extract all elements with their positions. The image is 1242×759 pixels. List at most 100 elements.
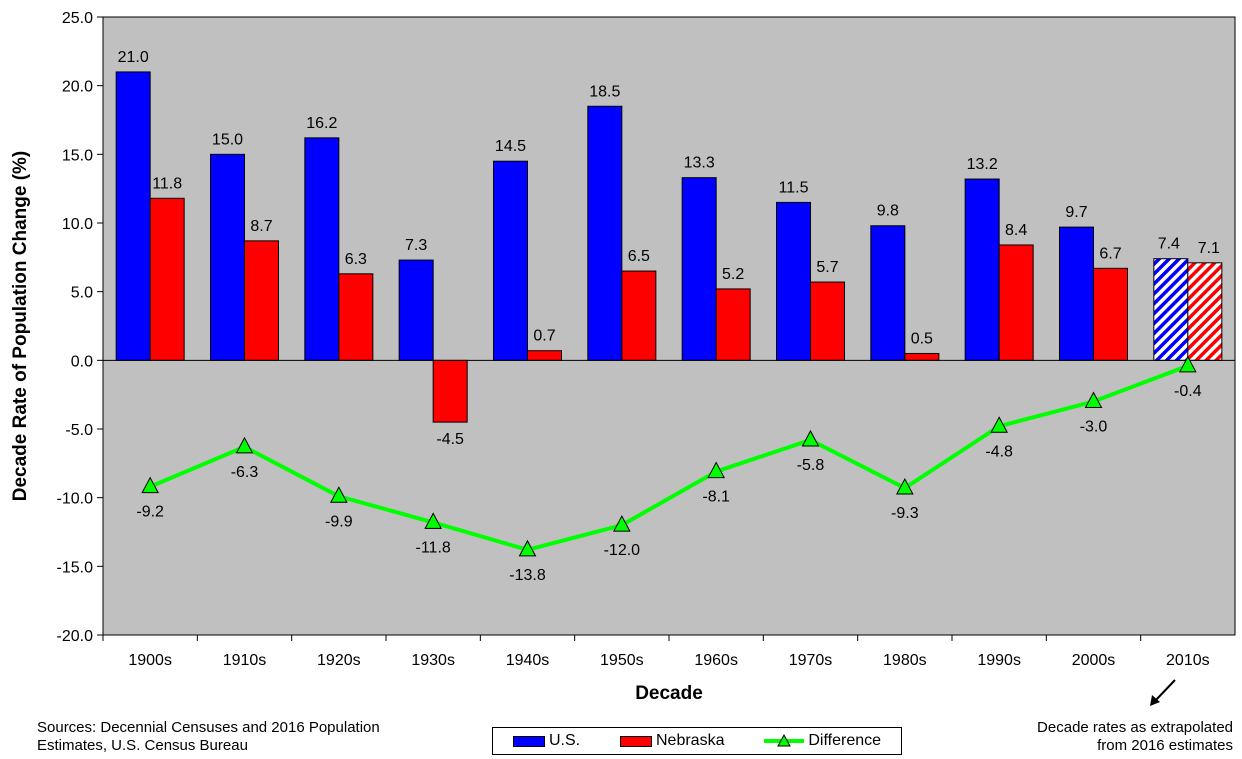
plot-area [102, 16, 1236, 636]
data-label-difference: -0.4 [1174, 383, 1202, 400]
difference-marker [141, 476, 160, 494]
y-tick-label: -10.0 [57, 491, 94, 508]
legend-label-difference: Difference [808, 732, 882, 749]
legend-swatch-nebraska [619, 735, 652, 747]
bar-us [587, 105, 623, 361]
data-label-us: 7.3 [405, 237, 427, 254]
data-label-us: 21.0 [118, 49, 149, 66]
data-label-difference: -8.1 [702, 489, 730, 506]
data-label-nebraska: 0.5 [911, 330, 933, 347]
legend-item-nebraska: Nebraska [619, 732, 724, 750]
bar-us [493, 160, 528, 361]
bar-us [1059, 226, 1094, 361]
data-label-nebraska: 8.4 [1005, 222, 1027, 239]
difference-marker [895, 477, 914, 495]
bar-nebraska [621, 270, 657, 361]
x-tick-label: 1950s [600, 652, 644, 669]
legend-item-us: U.S. [512, 732, 580, 750]
extrapolation-note-line: from 2016 estimates [1097, 737, 1233, 754]
x-tick-label: 1990s [977, 652, 1021, 669]
x-tick-label: 1940s [506, 652, 550, 669]
x-tick-label: 1980s [883, 652, 927, 669]
data-label-us: 18.5 [589, 83, 620, 100]
y-tick-label: 15.0 [62, 147, 93, 164]
difference-marker [518, 539, 537, 557]
data-label-difference: -11.8 [416, 539, 451, 556]
y-tick-label: -5.0 [65, 422, 93, 439]
x-tick-label: 2010s [1166, 652, 1210, 669]
extrapolation-note-line: Decade rates as extrapolated [1037, 719, 1233, 736]
y-tick-label: 25.0 [62, 10, 93, 27]
legend-swatch-difference [764, 734, 805, 747]
bar-us [1153, 258, 1189, 361]
data-label-nebraska: 5.7 [816, 259, 838, 276]
x-tick-label: 1900s [128, 652, 172, 669]
data-label-difference: -4.8 [985, 443, 1013, 460]
data-label-nebraska: 5.2 [722, 266, 744, 283]
x-tick-label: 1920s [317, 652, 361, 669]
bar-us [964, 178, 1000, 361]
difference-marker [424, 512, 442, 529]
x-tick-label: 1910s [223, 652, 267, 669]
difference-marker [235, 436, 254, 454]
bar-nebraska [904, 352, 940, 361]
x-axis-title: Decade [635, 683, 703, 704]
legend-swatch-us [512, 735, 545, 747]
annotation-arrow [1150, 679, 1176, 706]
data-label-difference: -9.3 [891, 505, 919, 522]
data-label-difference: -6.3 [231, 464, 259, 481]
data-label-difference: -13.8 [509, 567, 546, 584]
bar-us [304, 137, 340, 361]
source-note-line: Sources: Decennial Censuses and 2016 Pop… [37, 719, 380, 736]
y-tick-label: 10.0 [62, 216, 93, 233]
data-label-us: 16.2 [306, 115, 337, 132]
data-label-nebraska: 8.7 [250, 218, 272, 235]
data-label-nebraska: 6.5 [628, 248, 650, 265]
difference-marker [801, 429, 820, 447]
data-label-difference: -9.2 [136, 504, 164, 521]
data-label-us: 13.2 [967, 156, 998, 173]
bar-us [398, 259, 434, 361]
bar-nebraska [149, 197, 185, 361]
x-tick-label: 1960s [694, 652, 738, 669]
difference-marker [990, 416, 1009, 433]
difference-marker [612, 515, 631, 532]
difference-marker [1179, 355, 1197, 373]
difference-marker [1084, 391, 1103, 409]
bar-nebraska [715, 288, 751, 361]
y-tick-label: 0.0 [71, 353, 93, 370]
source-note-line: Estimates, U.S. Census Bureau [37, 737, 248, 754]
data-label-difference: -3.0 [1080, 419, 1108, 436]
bar-us [210, 153, 245, 361]
bar-us [681, 177, 717, 361]
bar-nebraska [1093, 267, 1128, 361]
bar-nebraska [1187, 262, 1223, 361]
bar-nebraska [527, 350, 562, 361]
difference-line [149, 363, 1189, 552]
source-note: Sources: Decennial Censuses and 2016 Pop… [37, 719, 457, 755]
x-tick-label: 1970s [789, 652, 833, 669]
data-label-us: 9.7 [1065, 204, 1087, 221]
bar-nebraska [998, 244, 1034, 361]
data-label-us: 11.5 [779, 179, 809, 196]
data-label-us: 14.5 [495, 138, 526, 155]
chart: 25.0 20.0 15.0 10.0 5.0 0.0 -5.0 -10.0 -15.0 -20.… [10, 10, 1236, 706]
data-label-us: 9.8 [877, 203, 899, 220]
y-tick-label: -20.0 [57, 628, 94, 645]
data-label-difference: -5.8 [797, 457, 825, 474]
y-tick-label: -15.0 [57, 559, 94, 576]
x-tick-label: 1930s [411, 652, 455, 669]
bar-us [776, 201, 811, 361]
data-label-us: 15.0 [212, 131, 243, 148]
bar-us [115, 71, 151, 361]
data-label-us: 13.3 [684, 155, 715, 172]
data-label-us: 7.4 [1158, 236, 1180, 253]
difference-marker [330, 486, 348, 503]
data-label-nebraska: -4.5 [436, 431, 464, 448]
bar-nebraska [338, 273, 374, 361]
y-axis-title: Decade Rate of Population Change (%) [10, 151, 31, 501]
data-label-nebraska: 0.7 [533, 328, 555, 345]
data-label-nebraska: 6.3 [345, 251, 367, 268]
difference-marker [707, 461, 726, 479]
legend: U.S. Nebraska Difference [492, 727, 902, 755]
